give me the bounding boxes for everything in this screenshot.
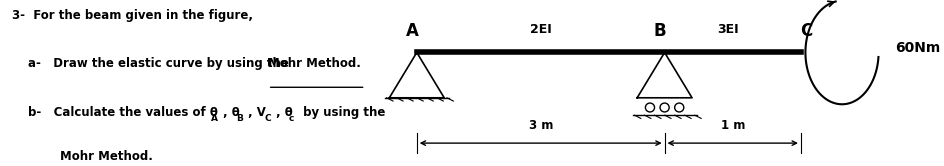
Text: B: B [235, 114, 243, 123]
Text: A: A [211, 114, 218, 123]
Text: , θ: , θ [276, 106, 293, 119]
Text: A: A [405, 22, 418, 40]
Text: 1 m: 1 m [719, 119, 744, 132]
Text: c: c [289, 114, 294, 123]
Text: C: C [800, 22, 812, 40]
Text: 2EI: 2EI [530, 23, 551, 36]
Text: by using the: by using the [298, 106, 385, 119]
Text: Mohr Method.: Mohr Method. [60, 150, 153, 163]
Text: 3 m: 3 m [528, 119, 552, 132]
Text: B: B [653, 22, 666, 40]
Text: 3EI: 3EI [716, 23, 738, 36]
Text: C: C [263, 114, 270, 123]
Text: , θ: , θ [223, 106, 240, 119]
Text: , V: , V [247, 106, 265, 119]
Text: 60Nm: 60Nm [894, 41, 939, 55]
Text: Mohr Method.: Mohr Method. [267, 57, 361, 70]
Text: a-   Draw the elastic curve by using the: a- Draw the elastic curve by using the [28, 57, 293, 70]
Text: b-   Calculate the values of θ: b- Calculate the values of θ [28, 106, 218, 119]
Text: 3-  For the beam given in the figure,: 3- For the beam given in the figure, [11, 9, 252, 22]
